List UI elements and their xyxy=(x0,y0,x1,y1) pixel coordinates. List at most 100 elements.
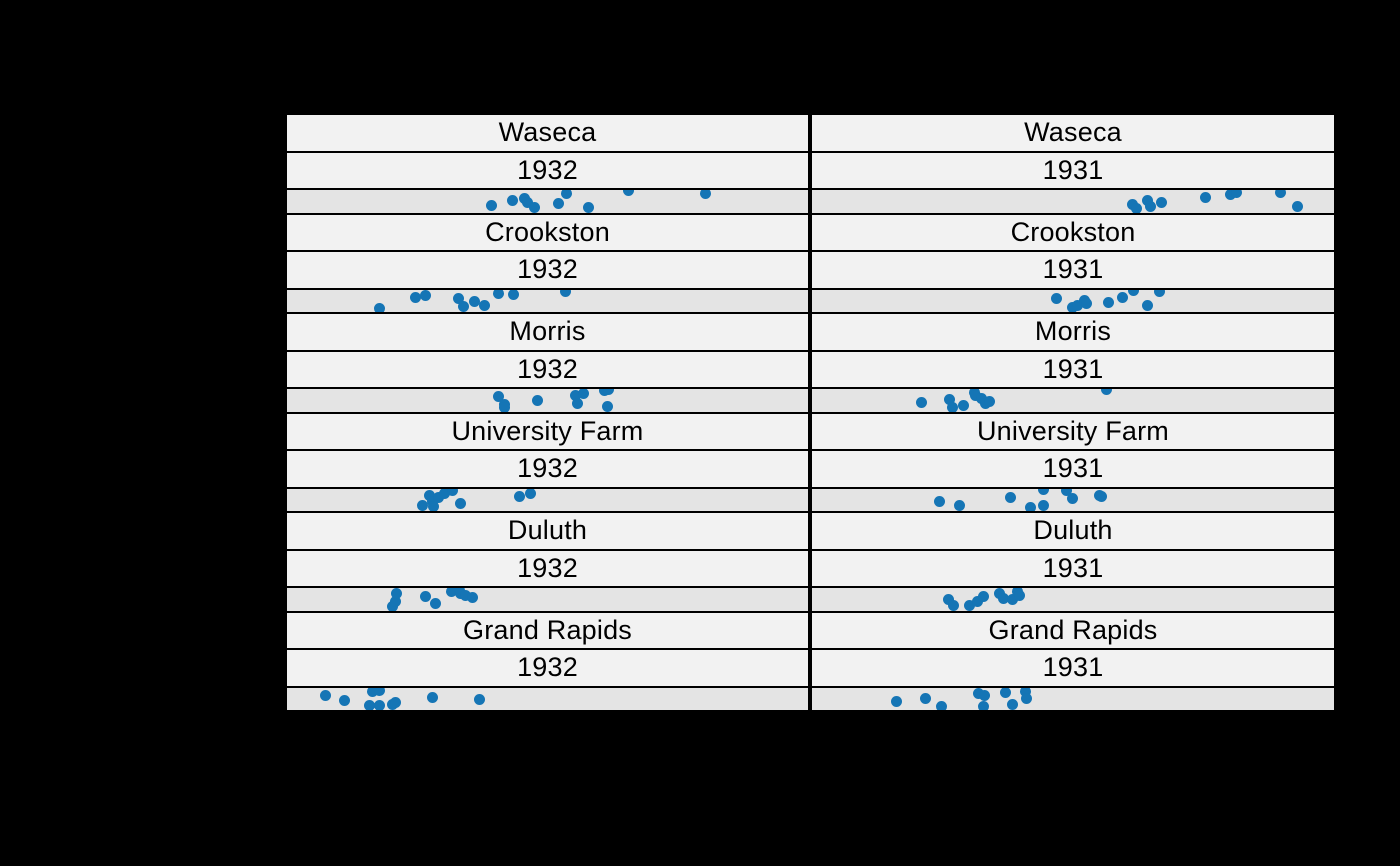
data-point xyxy=(977,700,989,710)
data-point xyxy=(1131,203,1142,213)
data-point xyxy=(508,289,520,300)
data-point xyxy=(963,600,975,611)
data-point xyxy=(363,699,375,710)
data-point xyxy=(943,593,955,605)
facet-site-header: Waseca xyxy=(812,115,1334,151)
data-point xyxy=(1144,201,1156,213)
facet-site-header: Crookston xyxy=(812,214,1334,250)
data-point xyxy=(1127,289,1139,296)
data-point xyxy=(1037,488,1049,495)
data-point xyxy=(1024,501,1036,511)
data-point xyxy=(1100,389,1112,396)
facet-dot-strip xyxy=(812,289,1334,312)
data-point xyxy=(582,202,594,213)
data-point xyxy=(622,190,634,197)
data-point xyxy=(423,489,435,501)
data-point xyxy=(1019,687,1031,697)
data-point xyxy=(493,289,505,299)
data-point xyxy=(457,300,469,312)
data-point xyxy=(1103,297,1115,309)
data-point xyxy=(499,402,511,412)
data-point xyxy=(954,499,966,511)
facet-year-header: 1932 xyxy=(287,351,808,387)
facet-year-header: 1931 xyxy=(812,451,1334,487)
data-point xyxy=(1066,493,1078,505)
data-point xyxy=(971,595,983,607)
data-point xyxy=(1199,192,1211,203)
facet-year-header: 1932 xyxy=(287,650,808,686)
data-point xyxy=(479,299,491,311)
data-point xyxy=(943,393,955,405)
data-point xyxy=(514,491,526,503)
data-point xyxy=(578,389,590,400)
trellis-plot: Waseca 1932 Waseca 1931 Crookston 1932 Crookst… xyxy=(285,113,1336,714)
facet-dot-strip xyxy=(287,588,808,611)
facet-dot-strip xyxy=(812,588,1334,611)
data-point xyxy=(522,196,534,208)
data-point xyxy=(602,389,614,396)
data-point xyxy=(467,591,479,603)
data-point xyxy=(429,598,441,610)
facet-site-header: Duluth xyxy=(812,513,1334,549)
data-point xyxy=(1081,298,1093,310)
facet-year-header: 1931 xyxy=(812,152,1334,188)
data-point xyxy=(983,395,995,407)
data-point xyxy=(934,496,946,508)
facet-year-header: 1931 xyxy=(812,351,1334,387)
data-point xyxy=(1291,201,1303,213)
data-point xyxy=(367,687,379,697)
data-point xyxy=(410,292,421,304)
data-point xyxy=(428,500,440,511)
data-point xyxy=(999,687,1011,698)
data-point xyxy=(919,693,931,705)
data-point xyxy=(890,696,902,708)
data-point xyxy=(1156,196,1168,208)
data-point xyxy=(507,194,519,206)
data-point xyxy=(453,293,465,305)
data-point xyxy=(531,394,543,406)
data-point xyxy=(957,400,969,412)
data-point xyxy=(970,390,982,402)
data-point xyxy=(977,590,989,602)
data-point xyxy=(416,499,428,511)
data-point xyxy=(1061,488,1073,496)
data-point xyxy=(1050,293,1062,305)
facet-site-header: Duluth xyxy=(287,513,808,549)
facet-year-header: 1932 xyxy=(287,152,808,188)
data-point xyxy=(447,488,459,496)
facet-dot-strip xyxy=(287,488,808,511)
data-point xyxy=(1037,499,1049,511)
data-point xyxy=(936,700,948,710)
facet-site-header: University Farm xyxy=(812,413,1334,449)
data-point xyxy=(560,289,572,297)
data-point xyxy=(455,498,467,509)
facet-year-header: 1931 xyxy=(812,550,1334,586)
facet-site-header: Waseca xyxy=(287,115,808,151)
facet-dot-strip xyxy=(287,389,808,412)
data-point xyxy=(373,699,385,710)
facet-site-header: Grand Rapids xyxy=(287,612,808,648)
data-point xyxy=(569,390,581,402)
data-point xyxy=(373,302,385,312)
facet-dot-strip xyxy=(287,190,808,213)
facet-site-header: Crookston xyxy=(287,214,808,250)
data-point xyxy=(474,694,486,706)
facet-dot-strip xyxy=(812,488,1334,511)
facet-year-header: 1931 xyxy=(812,252,1334,288)
data-point xyxy=(469,296,481,308)
data-point xyxy=(390,588,402,600)
data-point xyxy=(978,689,990,701)
data-point xyxy=(700,190,712,200)
data-point xyxy=(460,590,472,601)
data-point xyxy=(997,592,1009,604)
data-point xyxy=(485,199,497,211)
facet-dot-strip xyxy=(812,190,1334,213)
facet-site-header: University Farm xyxy=(287,413,808,449)
data-point xyxy=(1014,590,1026,601)
data-point xyxy=(1231,190,1243,199)
data-point xyxy=(553,197,565,209)
facet-dot-strip xyxy=(287,289,808,312)
facet-year-header: 1932 xyxy=(287,550,808,586)
facet-dot-strip xyxy=(287,687,808,710)
